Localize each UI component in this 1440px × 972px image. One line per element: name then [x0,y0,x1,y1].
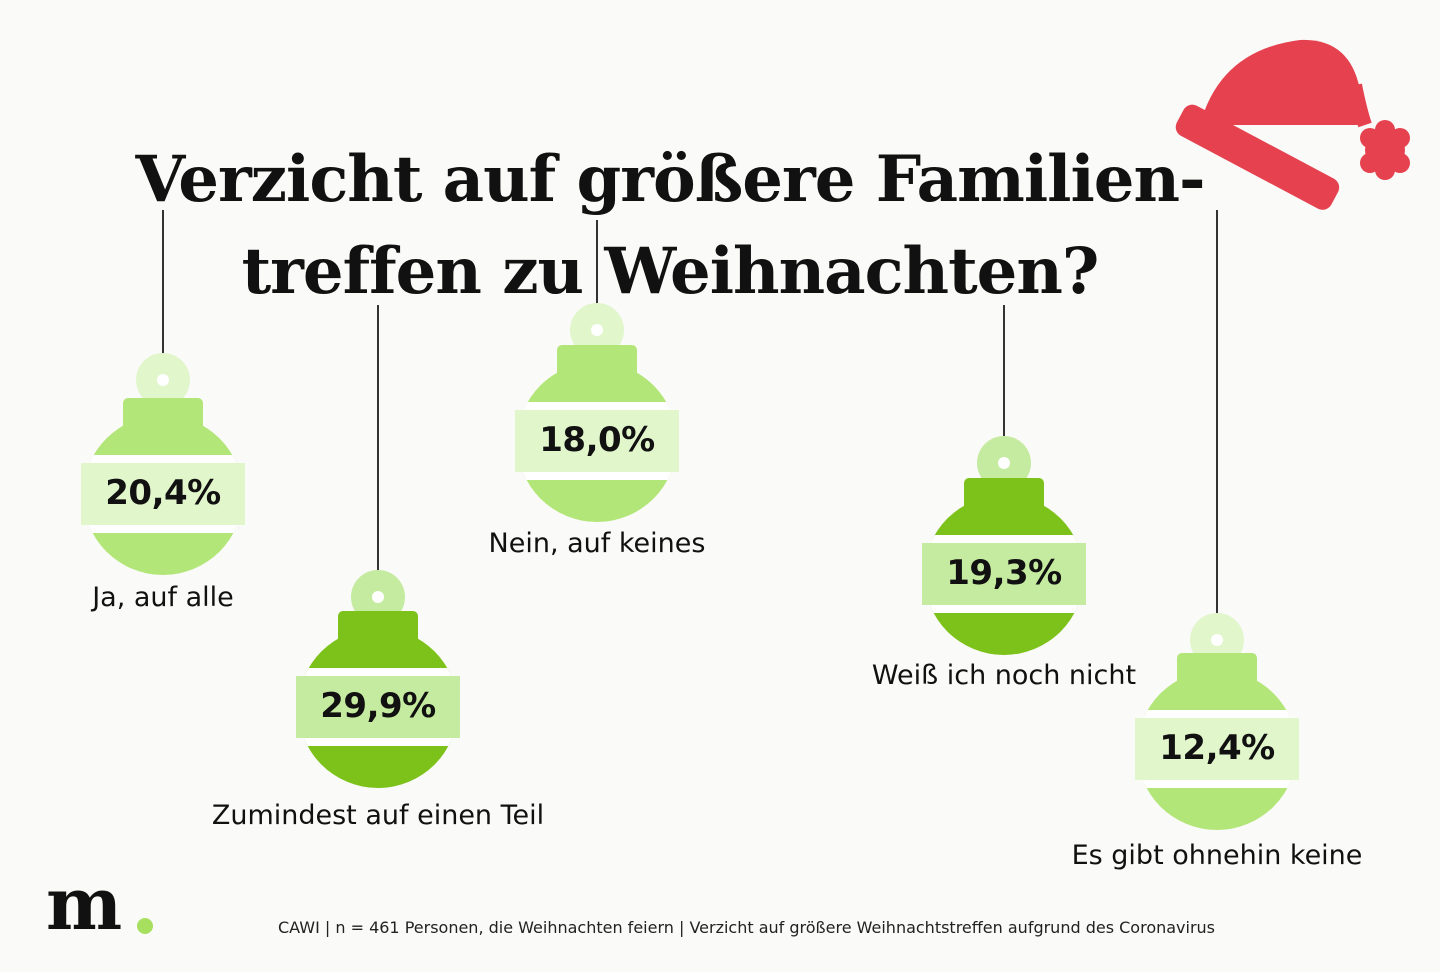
value-label: 18,0% [539,420,655,460]
santa-hat-icon [1175,39,1410,210]
ornament-string [596,220,598,330]
logo: m [46,861,122,946]
footer-source: CAWI | n = 461 Personen, die Weihnachten… [278,918,1216,937]
logo-dot [137,918,153,934]
category-label: Es gibt ohnehin keine [1071,840,1363,871]
title-line-1: Verzicht auf größere Familien- [135,142,1205,217]
value-label: 20,4% [105,473,221,513]
ornament-bar [922,436,1086,655]
category-label: Zumindest auf einen Teil [211,800,545,831]
ornament-bar [1135,613,1299,830]
ornament-bar [515,303,679,522]
category-label: Weiß ich noch nicht [871,660,1137,691]
value-label: 19,3% [946,553,1062,593]
ornament-bar [296,570,460,788]
value-label: 12,4% [1159,728,1275,768]
value-label: 29,9% [320,686,436,726]
ornament-bar [81,353,245,575]
ornament-string [377,305,379,597]
ornament-string [1216,210,1218,640]
category-label: Nein, auf keines [488,528,706,559]
ornament-string [162,210,164,380]
title-line-2: treffen zu Weihnachten? [241,234,1100,309]
ornament-string [1003,305,1005,463]
category-label: Ja, auf alle [92,582,234,613]
